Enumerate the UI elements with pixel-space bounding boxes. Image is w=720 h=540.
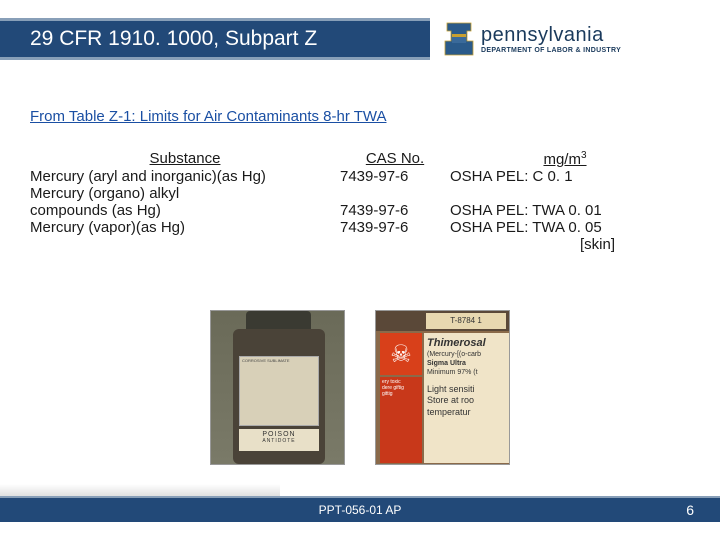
cell-limit: OSHA PEL: TWA 0. 01 <box>450 202 680 219</box>
cell-substance <box>30 236 340 253</box>
cell-substance: Mercury (aryl and inorganic)(as Hg) <box>30 168 340 185</box>
mercury-bottle-image-1: CORROSIVE SUBLIMATE POISON ANTIDOTE <box>210 310 345 465</box>
footer-code: PPT-056-01 AP <box>319 503 402 517</box>
cell-limit: OSHA PEL: TWA 0. 05 <box>450 219 680 236</box>
source-link[interactable]: From Table Z-1: Limits for Air Contamina… <box>30 108 387 125</box>
footer-bar: PPT-056-01 AP 6 <box>0 496 720 522</box>
cell-cas <box>340 236 450 253</box>
content-area: From Table Z-1: Limits for Air Contamina… <box>30 108 690 253</box>
table-row: Mercury (organo) alkyl <box>30 185 690 202</box>
cell-limit <box>450 185 680 202</box>
cell-cas: 7439-97-6 <box>340 202 450 219</box>
bottle2-tag: T-8784 1 <box>426 313 506 329</box>
slide-title: 29 CFR 1910. 1000, Subpart Z <box>30 27 317 51</box>
pa-logo: pennsylvania DEPARTMENT OF LABOR & INDUS… <box>443 18 698 60</box>
cell-substance: Mercury (organo) alkyl <box>30 185 340 202</box>
bottle1-label: CORROSIVE SUBLIMATE <box>239 356 319 426</box>
skull-crossbones-icon: ☠ <box>380 333 422 375</box>
title-bar: 29 CFR 1910. 1000, Subpart Z <box>0 18 430 60</box>
cell-limit: [skin] <box>450 236 680 253</box>
mercury-bottle-image-2: T-8784 1 ☠ ery toxicdere giftiggittig Th… <box>375 310 510 465</box>
keystone-shield-icon <box>443 21 475 57</box>
table-row: compounds (as Hg) 7439-97-6 OSHA PEL: TW… <box>30 202 690 219</box>
table-header-row: Substance CAS No. mg/m3 <box>30 150 690 168</box>
page-number: 6 <box>686 502 694 518</box>
footer-shadow <box>0 484 280 496</box>
limits-table: Substance CAS No. mg/m3 Mercury (aryl an… <box>30 150 690 253</box>
images-row: CORROSIVE SUBLIMATE POISON ANTIDOTE T-87… <box>0 310 720 465</box>
cell-cas: 7439-97-6 <box>340 168 450 185</box>
bottle2-main-label: Thimerosal (Mercury-[(o-carb Sigma Ultra… <box>424 333 509 463</box>
table-row: Mercury (vapor)(as Hg) 7439-97-6 OSHA PE… <box>30 219 690 236</box>
cell-substance: compounds (as Hg) <box>30 202 340 219</box>
header-substance: Substance <box>30 150 340 168</box>
bottle1-poison-label: POISON ANTIDOTE <box>239 429 319 451</box>
logo-state: pennsylvania <box>481 25 621 45</box>
header-limit: mg/m3 <box>450 150 680 168</box>
cell-substance: Mercury (vapor)(as Hg) <box>30 219 340 236</box>
logo-dept: DEPARTMENT OF LABOR & INDUSTRY <box>481 47 621 54</box>
cell-limit: OSHA PEL: C 0. 1 <box>450 168 680 185</box>
cell-cas <box>340 185 450 202</box>
header-cas: CAS No. <box>340 150 450 168</box>
table-row: [skin] <box>30 236 690 253</box>
table-row: Mercury (aryl and inorganic)(as Hg) 7439… <box>30 168 690 185</box>
logo-text: pennsylvania DEPARTMENT OF LABOR & INDUS… <box>481 25 621 54</box>
cell-cas: 7439-97-6 <box>340 219 450 236</box>
bottle2-warning-side: ery toxicdere giftiggittig <box>380 377 422 463</box>
